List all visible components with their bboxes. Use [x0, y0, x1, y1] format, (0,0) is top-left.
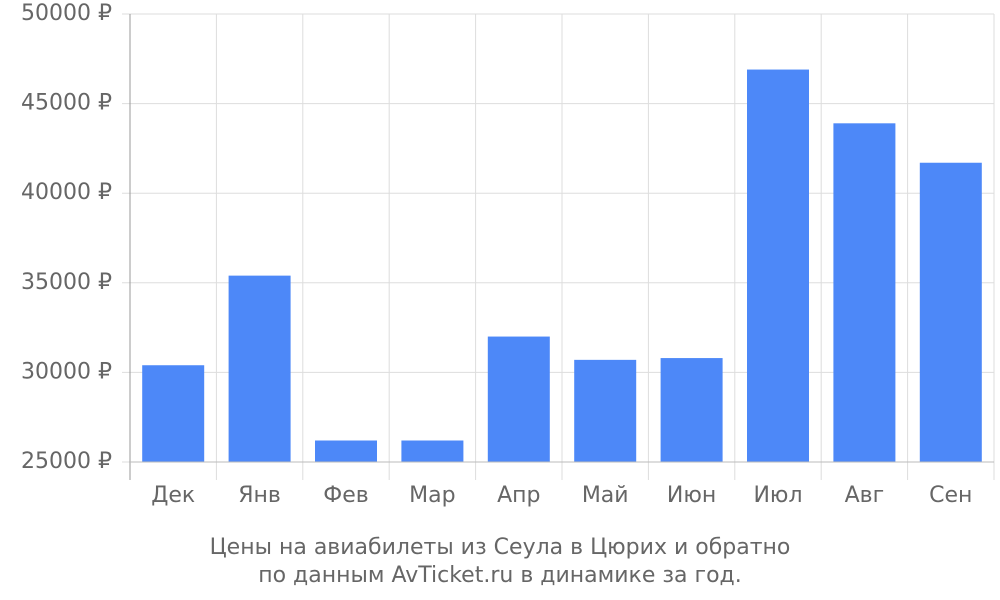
bar [747, 69, 809, 462]
bar [315, 440, 377, 462]
y-tick-label: 50000 ₽ [21, 1, 112, 26]
bar [401, 440, 464, 462]
bar [228, 275, 291, 462]
x-tick-label: Апр [497, 483, 540, 508]
bar [487, 336, 550, 462]
x-tick-label: Июл [753, 483, 802, 508]
y-tick-label: 40000 ₽ [21, 180, 112, 205]
x-tick-label: Сен [929, 483, 972, 508]
bar [142, 365, 205, 462]
x-tick-label: Июн [667, 483, 716, 508]
bar [574, 359, 637, 462]
x-tick-label: Авг [845, 483, 885, 508]
chart-title: Цены на авиабилеты из Сеула в Цюрих и об… [210, 535, 791, 560]
x-tick-label: Дек [151, 483, 195, 508]
chart-title: по данным AvTicket.ru в динамике за год. [258, 563, 742, 588]
y-tick-label: 45000 ₽ [21, 91, 112, 116]
y-tick-label: 25000 ₽ [21, 449, 112, 474]
bar [833, 123, 896, 462]
x-tick-label: Мар [409, 483, 455, 508]
x-tick-label: Янв [238, 483, 281, 508]
x-tick-label: Май [582, 483, 629, 508]
x-tick-label: Фев [323, 483, 368, 508]
bar [660, 358, 723, 462]
bar [919, 162, 982, 462]
y-tick-label: 35000 ₽ [21, 270, 112, 295]
y-tick-label: 30000 ₽ [21, 359, 112, 384]
